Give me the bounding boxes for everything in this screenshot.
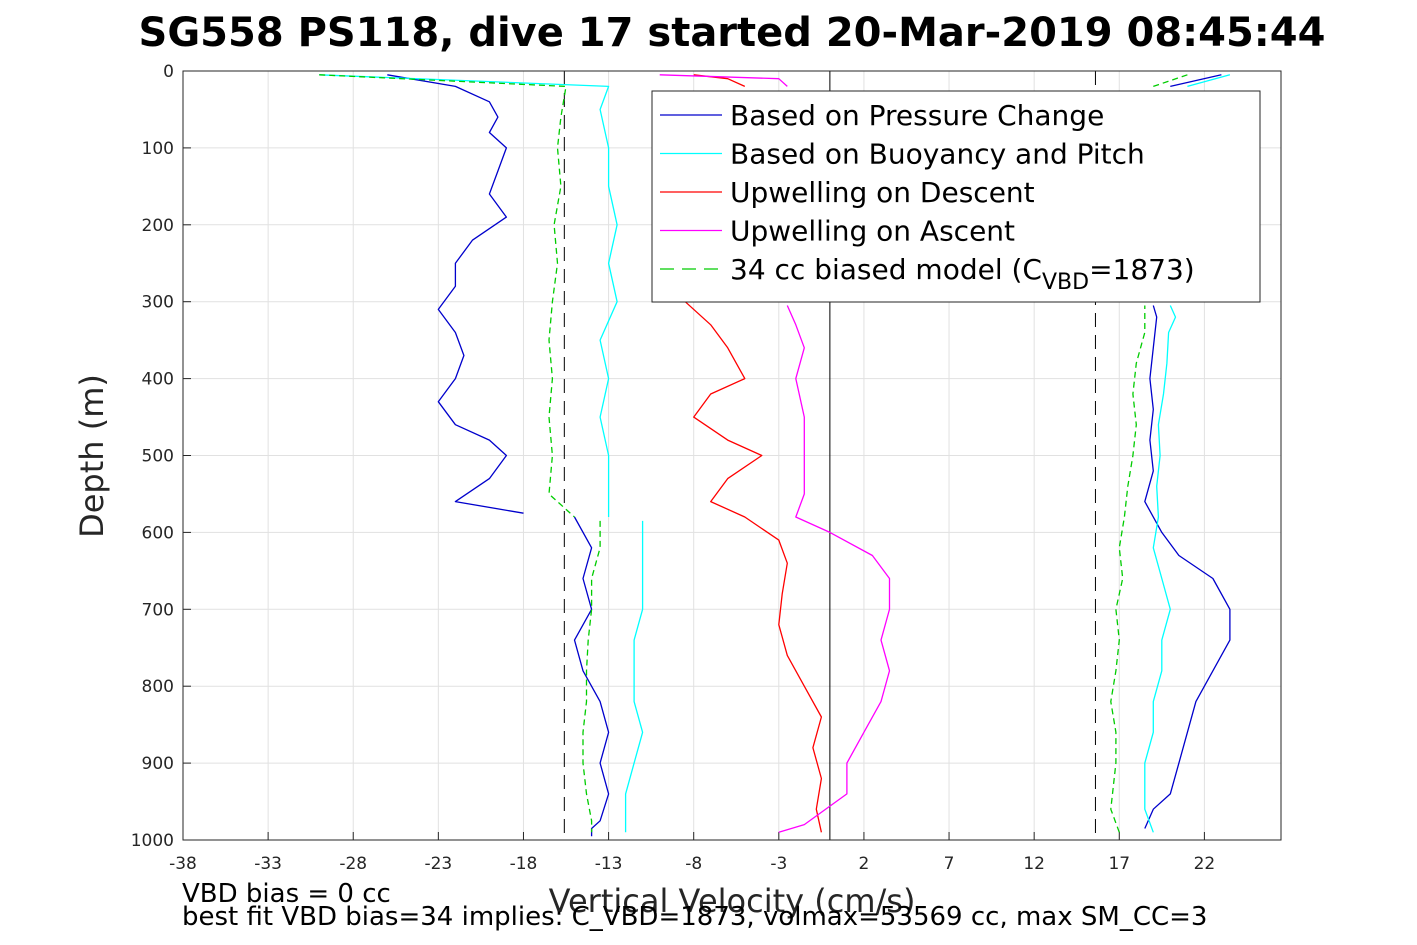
- x-tick-label: -8: [685, 854, 702, 874]
- y-tick-label: 800: [142, 677, 174, 697]
- y-tick-label: 200: [142, 216, 174, 236]
- legend-label: 34 cc biased model (CVBD=1873): [730, 253, 1195, 295]
- y-axis-label: Depth (m): [73, 374, 111, 538]
- x-tick-label: 7: [944, 854, 955, 874]
- legend-label-suffix: =1873): [1089, 253, 1195, 286]
- x-tick-label: -13: [595, 854, 623, 874]
- x-axis-label: Vertical Velocity (cm/s): [549, 882, 916, 920]
- chart-title: SG558 PS118, dive 17 started 20-Mar-2019…: [139, 10, 1326, 56]
- series-line: [624, 520, 644, 833]
- series-line: [582, 520, 601, 833]
- series-line: [1144, 305, 1231, 829]
- series-line: [1144, 305, 1177, 833]
- y-tick-labels: 0 100 200 300 400 500 600 700 800 900 1000: [131, 62, 174, 851]
- x-tick-label: -38: [169, 854, 197, 874]
- x-tick-label: 22: [1194, 854, 1216, 874]
- series-line: [1110, 305, 1146, 833]
- y-tick-label: 600: [142, 523, 174, 543]
- legend-entries: Based on Pressure Change Based on Buoyanc…: [660, 99, 1195, 295]
- y-tick-label: 400: [142, 370, 174, 390]
- y-tick-label: 1000: [131, 831, 174, 851]
- legend: Based on Pressure Change Based on Buoyanc…: [651, 90, 1261, 303]
- plot-frame: [182, 70, 1282, 841]
- data-series: [319, 74, 1231, 837]
- y-tick-label: 100: [142, 139, 174, 159]
- series-line: [319, 74, 575, 518]
- x-tick-label: -23: [424, 854, 452, 874]
- series-line: [684, 301, 823, 833]
- x-tick-label: -33: [254, 854, 282, 874]
- x-tick-label: -28: [339, 854, 367, 874]
- series-line: [659, 74, 788, 87]
- vbd-bias-note: VBD bias = 0 cc: [182, 879, 391, 909]
- legend-label-text: Upwelling on Ascent: [730, 215, 1015, 248]
- legend-label: Based on Pressure Change: [730, 99, 1104, 132]
- series-3: [659, 74, 891, 833]
- legend-label: Upwelling on Ascent: [730, 215, 1015, 248]
- series-4: [319, 74, 1188, 833]
- legend-label-text: Upwelling on Descent: [730, 176, 1035, 209]
- series-0: [387, 74, 1231, 837]
- legend-label: Upwelling on Descent: [730, 176, 1035, 209]
- y-tick-label: 300: [142, 293, 174, 313]
- series-line: [1187, 74, 1231, 88]
- legend-box: [651, 90, 1261, 303]
- series-line: [573, 516, 610, 837]
- x-tick-label: 12: [1023, 854, 1045, 874]
- legend-label-subscript: VBD: [1042, 270, 1089, 295]
- series-line: [387, 74, 524, 514]
- series-line: [319, 74, 618, 517]
- legend-label-text: 34 cc biased model (C: [730, 253, 1042, 286]
- y-tick-label: 0: [163, 62, 174, 82]
- series-1: [319, 74, 1231, 833]
- y-tick-label: 900: [142, 754, 174, 774]
- legend-label-text: Based on Pressure Change: [730, 99, 1104, 132]
- best-fit-note: best fit VBD bias=34 implies: C_VBD=1873…: [182, 902, 1207, 932]
- y-tick-label: 500: [142, 447, 174, 467]
- x-tick-label: 17: [1108, 854, 1130, 874]
- x-tick-label: -18: [510, 854, 538, 874]
- x-tick-label: -3: [770, 854, 787, 874]
- legend-label: Based on Buoyancy and Pitch: [730, 138, 1145, 171]
- x-tick-label: 2: [859, 854, 870, 874]
- series-line: [1153, 74, 1188, 88]
- y-tick-label: 700: [142, 600, 174, 620]
- series-line: [1170, 74, 1222, 88]
- legend-label-text: Based on Buoyancy and Pitch: [730, 138, 1145, 171]
- x-tick-labels: -38 -33 -28 -23 -18 -13 -8 -3 2 7 12 17 22: [169, 854, 1215, 874]
- series-line: [778, 305, 891, 833]
